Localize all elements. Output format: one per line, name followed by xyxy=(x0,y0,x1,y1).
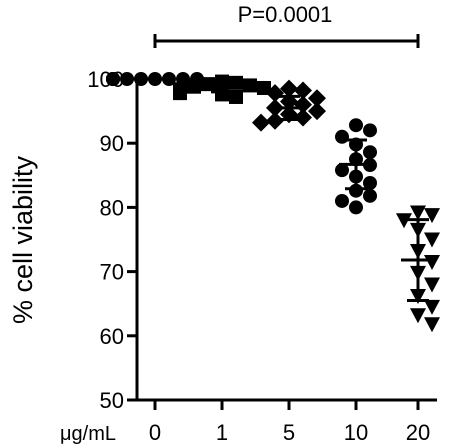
data-point xyxy=(335,193,349,208)
data-point xyxy=(424,317,440,333)
x-tick-label: 5 xyxy=(283,420,295,445)
y-tick-label: 70 xyxy=(100,260,124,285)
data-point xyxy=(410,308,426,324)
data-point xyxy=(243,78,257,93)
y-tick-label: 50 xyxy=(100,388,124,413)
x-tick-label: 10 xyxy=(344,420,368,445)
y-tick-label: 90 xyxy=(100,131,124,156)
data-point xyxy=(335,163,349,178)
data-point xyxy=(349,200,363,215)
data-point xyxy=(106,72,120,86)
data-point xyxy=(424,254,440,270)
y-tick-label: 80 xyxy=(100,195,124,220)
data-point xyxy=(308,89,326,108)
data-point xyxy=(363,176,377,191)
y-axis-title: % cell viability xyxy=(8,155,38,324)
data-point xyxy=(294,108,312,127)
data-point xyxy=(424,277,440,293)
data-point xyxy=(335,129,349,144)
data-point xyxy=(396,213,412,229)
data-point xyxy=(363,145,377,160)
data-point xyxy=(424,208,440,224)
data-point xyxy=(187,79,201,94)
data-point xyxy=(349,183,363,198)
data-point xyxy=(280,79,298,98)
x-tick-label: 0 xyxy=(149,420,161,445)
y-tick-label: 60 xyxy=(100,324,124,349)
data-point xyxy=(349,118,363,133)
data-point xyxy=(257,80,271,95)
data-point xyxy=(424,299,440,315)
data-point xyxy=(308,102,326,121)
data-points xyxy=(106,72,440,333)
p-value-label: P=0.0001 xyxy=(238,2,333,27)
x-tick-label: 1 xyxy=(216,420,228,445)
significance-bracket xyxy=(153,34,420,48)
data-point xyxy=(410,205,426,221)
error-bars xyxy=(138,77,435,302)
x-tick-label: 20 xyxy=(406,420,430,445)
data-point xyxy=(229,89,243,104)
data-point xyxy=(252,113,270,132)
data-point xyxy=(173,86,187,101)
x-axis-unit-label: μg/mL xyxy=(60,423,116,445)
data-point xyxy=(424,232,440,248)
data-point xyxy=(266,111,284,130)
data-point xyxy=(363,123,377,138)
data-point xyxy=(120,72,134,86)
data-point xyxy=(363,188,377,203)
